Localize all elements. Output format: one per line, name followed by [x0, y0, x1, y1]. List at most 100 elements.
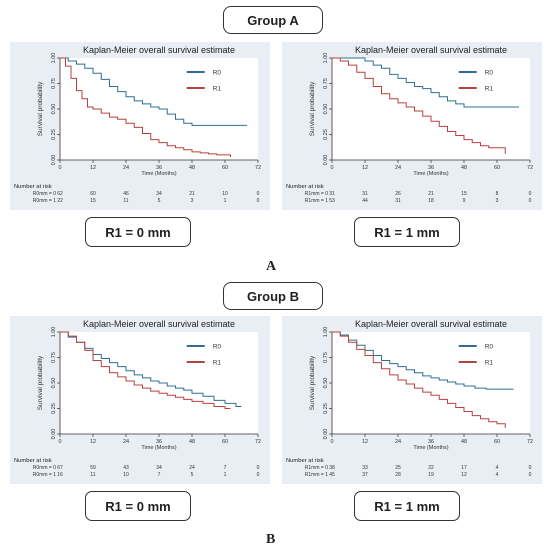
risk-value: 25: [395, 465, 401, 471]
km-panel-b-right: Kaplan-Meier overall survival estimate 0.…: [282, 316, 542, 484]
risk-value: 44: [362, 198, 368, 204]
risk-value: 7: [224, 465, 227, 471]
risk-value: 38: [329, 465, 335, 471]
km-curve-r1: [332, 331, 506, 428]
x-tick-label: 0: [58, 165, 61, 171]
risk-value: 5: [191, 472, 194, 478]
risk-value: 0: [257, 191, 260, 197]
x-tick-label: 12: [362, 165, 368, 171]
risk-value: 7: [158, 472, 161, 478]
risk-value: 10: [222, 191, 228, 197]
x-tick-label: 60: [222, 439, 228, 445]
risk-value: 60: [90, 191, 96, 197]
y-tick-label: 1.00: [323, 53, 329, 64]
risk-value: 37: [362, 472, 368, 478]
x-tick-label: 24: [395, 439, 401, 445]
legend-label-r1: R1: [213, 360, 222, 367]
km-curve-r1: [60, 57, 231, 157]
legend-label-r0: R0: [485, 344, 494, 351]
km-panel-a-left: Kaplan-Meier overall survival estimate 0.…: [10, 42, 270, 210]
x-axis-label: Time (Months): [141, 445, 176, 451]
x-tick-label: 12: [362, 439, 368, 445]
y-tick-label: 0.50: [51, 104, 57, 115]
plot-area: [332, 332, 530, 434]
risk-value: 0: [529, 465, 532, 471]
x-axis-label: Time (Months): [141, 171, 176, 177]
risk-value: 21: [428, 191, 434, 197]
x-tick-label: 60: [222, 165, 228, 171]
chart-title: Kaplan-Meier overall survival estimate: [83, 45, 235, 55]
risk-value: 28: [395, 472, 401, 478]
y-tick-label: 1.00: [51, 53, 57, 64]
km-curve-r0: [332, 331, 514, 390]
km-chart-a-right: Kaplan-Meier overall survival estimate 0.…: [282, 42, 542, 210]
plot-area: [332, 58, 530, 160]
risk-value: 10: [123, 472, 129, 478]
risk-value: 11: [90, 472, 95, 478]
y-tick-label: 1.00: [323, 327, 329, 338]
y-tick-label: 0.00: [323, 155, 329, 166]
caption-a-right-text: R1 = 1 mm: [374, 224, 440, 240]
risk-row-label: R0mm = 1: [33, 472, 56, 478]
group-b-title-text: Group B: [247, 288, 299, 304]
x-tick-label: 48: [461, 439, 467, 445]
risk-value: 4: [496, 465, 499, 471]
x-tick-label: 60: [494, 439, 500, 445]
y-tick-label: 0.75: [51, 78, 57, 89]
km-curve-r0: [60, 57, 247, 126]
x-tick-label: 48: [461, 165, 467, 171]
risk-table-header: Number at risk: [286, 184, 324, 190]
y-tick-label: 0.50: [323, 104, 329, 115]
caption-a-right: R1 = 1 mm: [354, 217, 460, 247]
risk-value: 33: [362, 465, 368, 471]
risk-value: 0: [529, 198, 532, 204]
risk-table-header: Number at risk: [286, 458, 324, 464]
risk-value: 31: [329, 191, 335, 197]
risk-value: 59: [90, 465, 96, 471]
risk-row-label: R1mm = 0: [305, 465, 328, 471]
risk-value: 3: [496, 198, 499, 204]
chart-title: Kaplan-Meier overall survival estimate: [355, 319, 507, 329]
x-tick-label: 72: [527, 165, 533, 171]
legend-label-r0: R0: [485, 70, 494, 77]
x-axis-label: Time (Months): [413, 445, 448, 451]
km-panel-a-right: Kaplan-Meier overall survival estimate 0.…: [282, 42, 542, 210]
y-axis-label: Survival probability: [309, 355, 316, 410]
risk-value: 67: [57, 465, 63, 471]
x-tick-label: 24: [123, 439, 129, 445]
legend-label-r1: R1: [485, 86, 494, 93]
x-tick-label: 24: [123, 165, 129, 171]
risk-value: 45: [329, 472, 335, 478]
km-chart-b-right: Kaplan-Meier overall survival estimate 0.…: [282, 316, 542, 484]
risk-value: 1: [224, 472, 227, 478]
risk-value: 0: [257, 472, 260, 478]
risk-row-label: R1mm = 0: [305, 191, 328, 197]
x-tick-label: 60: [494, 165, 500, 171]
x-tick-label: 36: [156, 165, 162, 171]
legend-label-r0: R0: [213, 70, 222, 77]
risk-value: 26: [395, 191, 401, 197]
chart-title: Kaplan-Meier overall survival estimate: [83, 319, 235, 329]
y-tick-label: 0.25: [323, 129, 329, 140]
x-tick-label: 72: [255, 439, 261, 445]
chart-title: Kaplan-Meier overall survival estimate: [355, 45, 507, 55]
y-tick-label: 0.75: [323, 352, 329, 363]
risk-value: 34: [156, 191, 162, 197]
risk-value: 18: [428, 198, 434, 204]
risk-value: 17: [461, 465, 467, 471]
group-a-title-text: Group A: [247, 12, 299, 28]
risk-value: 11: [123, 198, 128, 204]
y-axis-label: Survival probability: [309, 81, 316, 136]
caption-b-right-text: R1 = 1 mm: [374, 498, 440, 514]
y-tick-label: 0.25: [51, 129, 57, 140]
risk-value: 0: [529, 191, 532, 197]
km-panel-b-left: Kaplan-Meier overall survival estimate 0.…: [10, 316, 270, 484]
risk-value: 9: [463, 198, 466, 204]
y-tick-label: 0.25: [51, 403, 57, 414]
km-chart-b-left: Kaplan-Meier overall survival estimate 0.…: [10, 316, 270, 484]
risk-value: 15: [461, 191, 467, 197]
km-chart-a-left: Kaplan-Meier overall survival estimate 0.…: [10, 42, 270, 210]
y-tick-label: 0.50: [323, 378, 329, 389]
risk-value: 15: [90, 198, 96, 204]
x-tick-label: 36: [428, 165, 434, 171]
